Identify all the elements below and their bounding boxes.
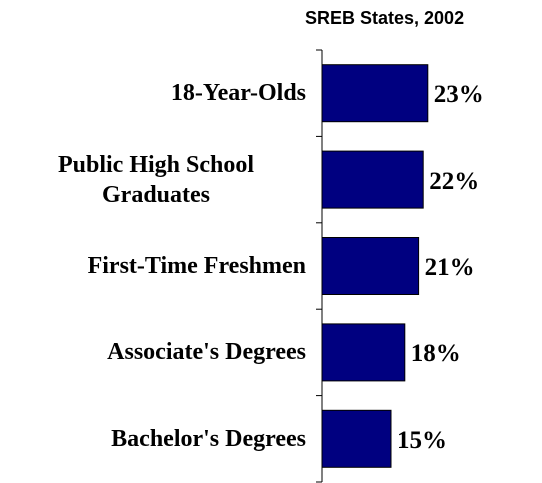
category-label: 18-Year-Olds (170, 80, 306, 107)
chart-title: SREB States, 2002 (305, 8, 465, 28)
bar (321, 237, 420, 295)
category-label: Public High School Graduates (57, 151, 255, 208)
bar (321, 409, 392, 468)
bar (321, 323, 406, 382)
category-label: First-Time Freshmen (87, 253, 306, 279)
value-label: 18% (410, 340, 461, 368)
category-label: Bachelor's Degrees (111, 425, 306, 452)
value-label: 21% (424, 254, 475, 281)
value-label: 23% (433, 81, 484, 109)
value-label: 15% (397, 426, 447, 454)
category-label: Associate's Degrees (107, 339, 306, 366)
bar (321, 64, 429, 123)
bar (321, 150, 424, 209)
value-label: 22% (429, 167, 480, 195)
